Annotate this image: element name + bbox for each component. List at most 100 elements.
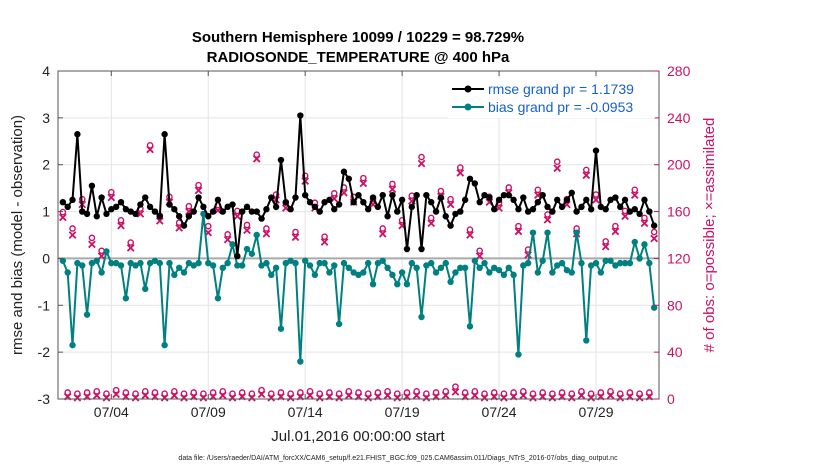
- obs-possible-marker: [248, 390, 256, 397]
- rmse-point: [93, 213, 100, 220]
- rmse-point: [64, 203, 71, 211]
- obs-possible-marker: [534, 186, 542, 194]
- bias-point: [534, 269, 542, 276]
- bias-point: [394, 281, 401, 288]
- x-tick-label: 07/29: [578, 404, 613, 420]
- rmse-point: [132, 210, 139, 218]
- bias-point: [253, 231, 260, 239]
- obs-assimilated-marker: [553, 164, 562, 173]
- bias-point: [306, 262, 314, 269]
- obs-assimilated-marker: [635, 393, 644, 402]
- chart-subtitle: RADIOSONDE_TEMPERATURE @ 400 hPa: [207, 49, 510, 66]
- obs-possible-marker: [141, 388, 149, 395]
- bias-point: [515, 351, 522, 358]
- y-axis-right-label: # of obs: o=possible; ×=assimilated: [701, 118, 718, 353]
- footer-data-file: data file: /Users/raeder/DAI/ATM_forcXX/…: [178, 455, 618, 462]
- y-tick-label: 1: [42, 204, 50, 220]
- bias-point: [200, 210, 207, 218]
- rmse-point: [524, 208, 532, 215]
- rmse-point: [301, 191, 309, 199]
- obs-possible-marker: [112, 386, 120, 394]
- rmse-point: [272, 203, 280, 211]
- y-right-tick-label: 280: [667, 63, 691, 79]
- obs-assimilated-marker: [286, 393, 295, 402]
- bias-point: [563, 266, 571, 274]
- bias-point: [389, 271, 396, 279]
- obs-possible-marker: [263, 225, 270, 232]
- obs-possible-marker: [171, 388, 178, 395]
- obs-possible-marker: [253, 151, 261, 158]
- rmse-point: [219, 208, 226, 215]
- rmse-point: [171, 206, 178, 213]
- rmse-point: [471, 180, 479, 187]
- bias-point: [316, 259, 323, 267]
- rmse-point: [486, 194, 493, 201]
- bias-point: [554, 262, 561, 269]
- obs-assimilated-marker: [364, 393, 373, 402]
- rmse-point: [583, 196, 590, 204]
- rmse-point: [161, 131, 168, 138]
- obs-possible-marker: [326, 389, 333, 396]
- bias-point: [578, 259, 585, 267]
- rmse-point: [379, 191, 386, 199]
- rmse-point: [408, 203, 416, 211]
- obs-possible-marker: [442, 388, 450, 395]
- obs-possible-marker: [93, 388, 101, 395]
- obs-assimilated-marker: [112, 390, 120, 399]
- obs-possible-marker: [437, 187, 445, 195]
- rmse-point: [597, 203, 605, 211]
- bias-point: [171, 271, 178, 279]
- obs-assimilated-marker: [378, 229, 387, 238]
- obs-assimilated-marker: [102, 393, 111, 402]
- obs-possible-marker: [636, 390, 643, 397]
- bias-point: [64, 269, 71, 276]
- rmse-point: [491, 206, 498, 213]
- bias-point: [602, 257, 609, 264]
- rmse-point: [243, 203, 251, 211]
- bias-point: [98, 269, 105, 276]
- obs-assimilated-marker: [160, 393, 169, 402]
- obs-possible-marker: [200, 390, 207, 397]
- bias-point: [146, 259, 154, 267]
- rmse-point: [428, 199, 435, 206]
- rmse-point: [461, 196, 469, 204]
- chart-title: Southern Hemisphere 10099 / 10229 = 98.7…: [192, 29, 524, 46]
- rmse-point: [374, 203, 382, 211]
- y-right-tick-label: 160: [667, 204, 691, 220]
- bias-point: [432, 269, 440, 276]
- obs-possible-marker: [476, 247, 483, 255]
- x-tick-label: 07/19: [385, 404, 420, 420]
- rmse-point: [103, 210, 110, 218]
- obs-assimilated-marker: [194, 186, 203, 195]
- bias-point: [335, 320, 343, 328]
- rmse-point: [287, 206, 294, 213]
- rmse-point: [331, 206, 338, 213]
- obs-possible-marker: [117, 216, 125, 224]
- legend-rmse-marker: [464, 85, 472, 93]
- obs-possible-marker: [151, 389, 159, 396]
- rmse-point: [146, 203, 154, 211]
- obs-possible-marker: [209, 389, 217, 396]
- obs-assimilated-marker: [470, 391, 479, 400]
- rmse-point: [306, 199, 314, 206]
- bias-point: [549, 269, 556, 276]
- bias-point: [500, 271, 508, 279]
- obs-assimilated-marker: [601, 242, 610, 251]
- obs-assimilated-marker: [519, 391, 528, 400]
- obs-assimilated-marker: [587, 393, 595, 402]
- bias-point: [297, 358, 304, 365]
- bias-point: [539, 257, 546, 264]
- bias-point: [529, 229, 537, 236]
- obs-possible-marker: [602, 238, 609, 245]
- rmse-point: [423, 191, 430, 199]
- y-tick-label: -1: [38, 297, 51, 313]
- rmse-point: [369, 194, 377, 201]
- obs-possible-marker: [238, 389, 246, 396]
- obs-assimilated-marker: [543, 215, 552, 224]
- obs-assimilated-marker: [117, 221, 125, 230]
- obs-possible-marker: [321, 233, 328, 240]
- y-tick-label: 3: [42, 110, 50, 126]
- rmse-point: [229, 201, 236, 208]
- rmse-point: [340, 168, 348, 175]
